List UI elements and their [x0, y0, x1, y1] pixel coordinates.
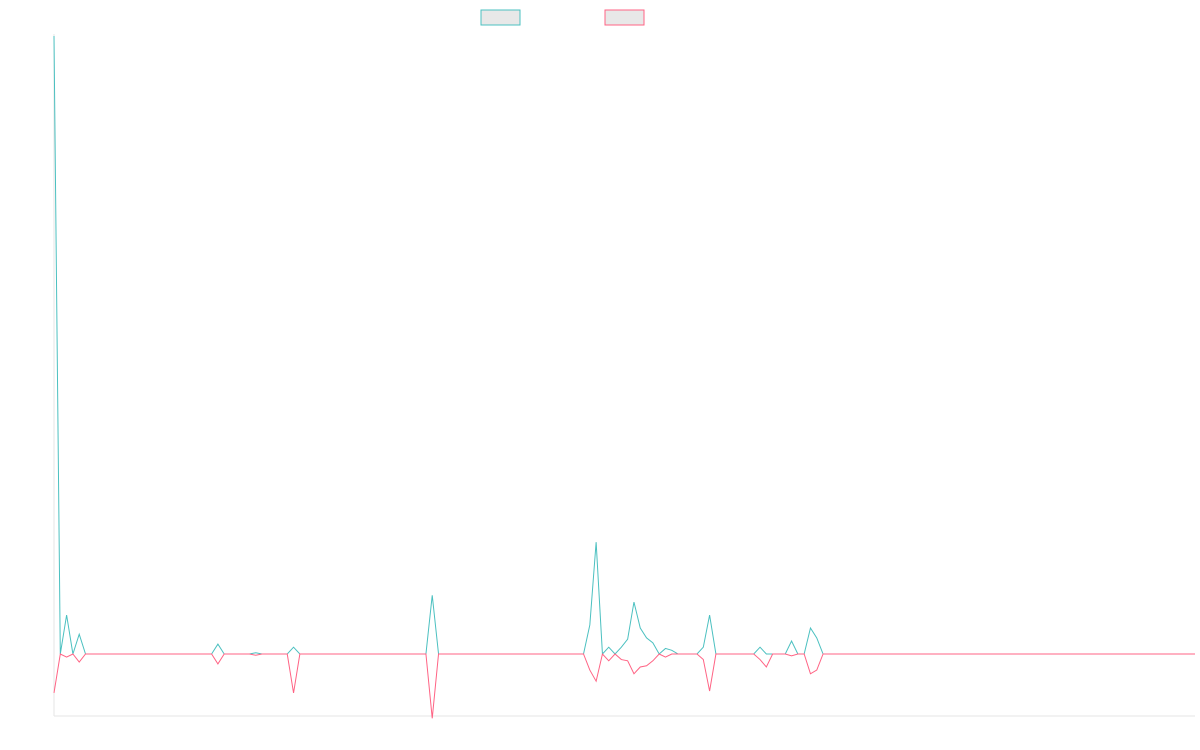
series-line-2 — [53, 652, 1195, 719]
series-lines — [53, 35, 1195, 719]
legend-swatch-2 — [604, 9, 645, 26]
legend — [480, 9, 645, 26]
series-line-1 — [53, 35, 1195, 656]
axes — [53, 34, 1195, 717]
legend-swatch-1 — [480, 9, 521, 26]
